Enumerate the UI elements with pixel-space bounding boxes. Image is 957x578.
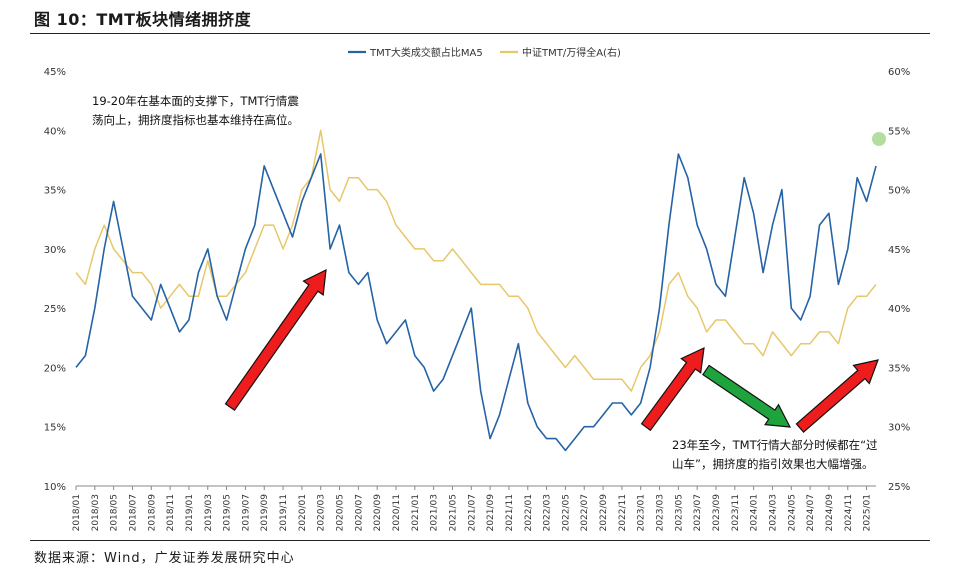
red-arrow-up-2024 <box>795 359 879 433</box>
x-tick-label: 2021/03 <box>430 494 440 531</box>
x-tick-label: 2022/01 <box>524 494 534 531</box>
x-tick-label: 2021/11 <box>505 494 515 531</box>
x-tick-label: 2020/07 <box>354 494 364 531</box>
y-right-tick-label: 45% <box>888 245 910 256</box>
x-tick-label: 2022/09 <box>599 494 609 532</box>
x-tick-label: 2023/03 <box>656 494 666 531</box>
x-tick-label: 2021/05 <box>448 494 458 531</box>
x-tick-label: 2024/09 <box>825 494 835 532</box>
x-tick-label: 2025/01 <box>863 494 873 531</box>
x-tick-label: 2019/01 <box>185 494 195 531</box>
series-line-relative-index <box>75 129 877 392</box>
x-tick-label: 2024/03 <box>768 494 778 531</box>
y-right-tick-label: 55% <box>888 126 910 137</box>
x-tick-label: 2020/03 <box>317 494 327 531</box>
figure-title: 图 10：TMT板块情绪拥挤度 <box>34 10 252 29</box>
annotation-line: 23年至今，TMT行情大部分时候都在“过 <box>672 438 878 452</box>
x-tick-label: 2024/01 <box>750 494 760 531</box>
x-tick-label: 2019/09 <box>260 494 270 532</box>
x-tick-label: 2019/07 <box>241 494 251 531</box>
y-left-tick-label: 25% <box>44 304 66 315</box>
x-tick-label: 2020/09 <box>373 494 383 532</box>
red-arrow-up-2019 <box>224 268 327 412</box>
x-tick-label: 2018/07 <box>128 494 138 531</box>
x-tick-label: 2020/01 <box>298 494 308 531</box>
x-tick-label: 2022/03 <box>543 494 553 531</box>
bottom-rule <box>30 540 930 541</box>
x-tick-label: 2021/07 <box>467 494 477 531</box>
x-tick-label: 2023/05 <box>674 494 684 531</box>
y-left-tick-label: 20% <box>44 363 66 374</box>
x-tick-label: 2019/03 <box>204 494 214 531</box>
red-arrow-up-2023 <box>640 346 705 432</box>
x-tick-label: 2018/01 <box>72 494 82 531</box>
annotation-line: 山车”，拥挤度的指引效果也大幅增强。 <box>672 457 874 471</box>
legend-label: TMT大类成交额占比MA5 <box>369 46 483 59</box>
x-tick-label: 2022/07 <box>580 494 590 531</box>
x-tick-label: 2024/11 <box>844 494 854 531</box>
y-right-tick-label: 60% <box>888 67 910 78</box>
x-tick-label: 2023/01 <box>637 494 647 531</box>
latest-point-marker <box>872 132 886 146</box>
green-arrow-down-2024 <box>702 364 792 428</box>
y-left-tick-label: 40% <box>44 126 66 137</box>
y-left-tick-label: 15% <box>44 423 66 434</box>
annotation-2019-2020: 19-20年在基本面的支撑下，TMT行情震 荡向上，拥挤度指标也基本维持在高位。 <box>92 92 299 130</box>
annotation-line: 荡向上，拥挤度指标也基本维持在高位。 <box>92 113 299 127</box>
y-right-tick-label: 30% <box>888 423 910 434</box>
x-tick-label: 2020/11 <box>392 494 402 531</box>
x-tick-label: 2019/05 <box>223 494 233 531</box>
x-tick-label: 2024/05 <box>787 494 797 531</box>
x-tick-label: 2023/07 <box>693 494 703 531</box>
x-tick-label: 2020/05 <box>336 494 346 531</box>
y-left-tick-label: 10% <box>44 482 66 493</box>
x-tick-label: 2021/09 <box>486 494 496 532</box>
annotation-2023-now: 23年至今，TMT行情大部分时候都在“过 山车”，拥挤度的指引效果也大幅增强。 <box>672 436 878 474</box>
y-right-tick-label: 35% <box>888 363 910 374</box>
series-line-turnover-ratio <box>75 153 877 452</box>
x-tick-label: 2021/01 <box>411 494 421 531</box>
source-note: 数据来源：Wind，广发证券发展研究中心 <box>34 551 295 566</box>
x-tick-label: 2023/11 <box>731 494 741 531</box>
x-tick-label: 2024/07 <box>806 494 816 531</box>
x-tick-label: 2018/09 <box>147 494 157 532</box>
x-tick-label: 2018/03 <box>91 494 101 531</box>
x-tick-label: 2022/11 <box>618 494 628 531</box>
x-tick-label: 2019/11 <box>279 494 289 531</box>
x-tick-label: 2018/11 <box>166 494 176 531</box>
x-tick-label: 2023/09 <box>712 494 722 532</box>
title-rule <box>30 33 930 34</box>
y-left-tick-label: 35% <box>44 186 66 197</box>
legend-label: 中证TMT/万得全A(右) <box>522 46 621 59</box>
y-right-tick-label: 40% <box>888 304 910 315</box>
y-left-tick-label: 45% <box>44 67 66 78</box>
y-left-tick-label: 30% <box>44 245 66 256</box>
x-tick-label: 2022/05 <box>561 494 571 531</box>
y-right-tick-label: 25% <box>888 482 910 493</box>
x-tick-label: 2018/05 <box>110 494 120 531</box>
y-right-tick-label: 50% <box>888 186 910 197</box>
annotation-line: 19-20年在基本面的支撑下，TMT行情震 <box>92 94 299 108</box>
